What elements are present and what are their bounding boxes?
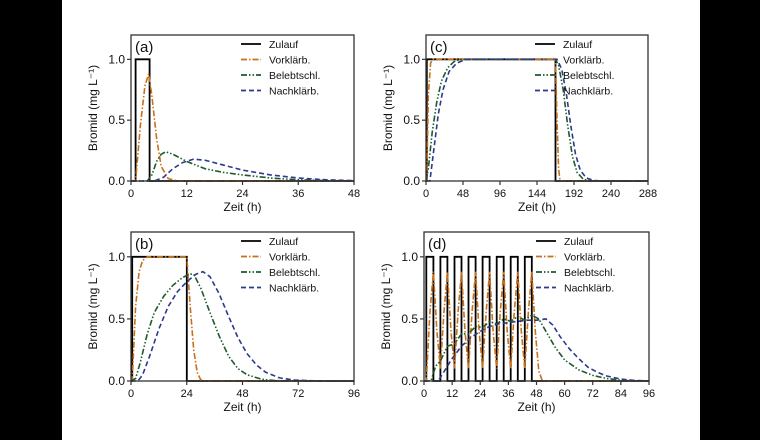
x-tick-label: 48 [236, 388, 248, 400]
series-line-nachklrb [131, 270, 355, 382]
y-tick-label: 0.5 [108, 312, 125, 326]
y-tick-label: 0.0 [108, 374, 125, 388]
series-line-belebtschl [131, 150, 355, 182]
x-tick-label: 48 [348, 188, 360, 200]
x-tick-label: 24 [181, 388, 193, 400]
x-tick-label: 96 [348, 388, 360, 400]
series-line-nachklrb [426, 58, 648, 182]
x-tick-label: 288 [639, 188, 657, 200]
legend-label: Nachklärb. [563, 86, 613, 98]
legend-label: Belebtschl. [269, 267, 320, 279]
x-tick-label: 48 [457, 188, 469, 200]
legend-label: Zulauf [269, 39, 298, 51]
x-tick-label: 0 [423, 188, 429, 200]
legend-label: Vorklärb. [269, 252, 310, 264]
x-tick-label: 144 [528, 188, 546, 200]
legend-label: Belebtschl. [564, 267, 615, 279]
series-line-zulauf [131, 58, 354, 182]
y-tick-label: 0.5 [403, 113, 420, 127]
y-tick-label: 1.0 [403, 52, 420, 66]
x-tick-label: 96 [643, 388, 655, 400]
series-line-zulauf [425, 58, 648, 182]
legend-label: Belebtschl. [269, 70, 320, 82]
x-tick-label: 192 [565, 188, 583, 200]
y-tick-label: 1.0 [108, 250, 125, 264]
panel-label: (b) [135, 236, 153, 253]
figure-background [62, 0, 700, 440]
legend-label: Vorklärb. [564, 252, 605, 264]
x-tick-label: 36 [502, 388, 514, 400]
x-tick-label: 24 [236, 188, 248, 200]
x-axis-label: Zeit (h) [517, 400, 555, 414]
legend: Zulauf Vorklärb. Belebtschl. Nachklärb. [536, 236, 615, 295]
x-tick-label: 0 [128, 388, 134, 400]
x-tick-label: 96 [494, 188, 506, 200]
legend: Zulauf Vorklärb. Belebtschl. Nachklärb. [241, 39, 320, 98]
panel-label: (c) [430, 39, 448, 56]
x-axis-label: Zeit (h) [223, 400, 261, 414]
legend-label: Zulauf [563, 39, 592, 51]
series-line-belebtschl [424, 314, 650, 382]
legend: Zulauf Vorklärb. Belebtschl. Nachklärb. [535, 39, 614, 98]
y-axis-label: Bromid (mg L⁻¹) [86, 65, 100, 151]
series-line-vorklrb [131, 256, 354, 382]
series-line-belebtschl [425, 58, 648, 182]
series-line-belebtschl [130, 273, 355, 382]
series-line-zulauf [131, 255, 354, 382]
legend: Zulauf Vorklärb. Belebtschl. Nachklärb. [241, 236, 320, 295]
series-line-vorklrb [424, 271, 649, 382]
panel-a: 0 12 24 36 48 0.0 0.5 1.0 Zeit (h) Bromid (mg L⁻¹… [86, 34, 360, 214]
series-line-nachklrb [424, 318, 650, 382]
x-tick-label: 48 [530, 388, 542, 400]
y-axis-label: Bromid (mg L⁻¹) [379, 263, 393, 349]
y-tick-label: 0.5 [108, 113, 125, 127]
panel-c: 0 48 96 144 192 240 288 0.0 0.5 1.0 Zeit (h) Bromid… [381, 34, 657, 214]
series-line-vorklrb [131, 73, 354, 182]
x-tick-label: 36 [292, 188, 304, 200]
series-line-nachklrb [131, 158, 355, 182]
panel-label: (a) [135, 39, 153, 56]
legend-label: Nachklärb. [269, 283, 319, 295]
x-tick-label: 24 [474, 388, 486, 400]
legend-label: Belebtschl. [563, 70, 614, 82]
x-tick-label: 0 [421, 388, 427, 400]
x-tick-label: 72 [587, 388, 599, 400]
legend-label: Nachklärb. [269, 86, 319, 98]
y-tick-label: 0.5 [401, 312, 418, 326]
y-tick-label: 1.0 [108, 52, 125, 66]
x-tick-label: 0 [128, 188, 134, 200]
y-tick-label: 0.0 [108, 174, 125, 188]
x-tick-label: 12 [181, 188, 193, 200]
legend-label: Zulauf [564, 236, 593, 248]
legend-label: Zulauf [269, 236, 298, 248]
y-axis-label: Bromid (mg L⁻¹) [381, 65, 395, 151]
x-tick-label: 72 [292, 388, 304, 400]
plot-frame [130, 231, 355, 382]
legend-label: Vorklärb. [269, 55, 310, 67]
series-line-vorklrb [426, 58, 648, 182]
x-axis-label: Zeit (h) [518, 200, 556, 214]
x-tick-label: 60 [559, 388, 571, 400]
panel-b: 0 24 48 72 96 0.0 0.5 1.0 Zeit (h) Bromid (mg L⁻¹… [86, 231, 360, 414]
y-tick-label: 0.0 [401, 374, 418, 388]
x-tick-label: 12 [446, 388, 458, 400]
y-tick-label: 1.0 [401, 250, 418, 264]
panel-d: 0 12 24 36 48 60 72 84 96 0.0 0.5 1.0 Zeit (h) Bromid… [379, 231, 655, 414]
legend-label: Nachklärb. [564, 283, 614, 295]
plot-frame [130, 34, 355, 182]
x-tick-label: 240 [602, 188, 620, 200]
plot-frame [425, 34, 649, 182]
legend-label: Vorklärb. [563, 55, 604, 67]
y-tick-label: 0.0 [403, 174, 420, 188]
panel-label: (d) [428, 236, 446, 253]
x-tick-label: 84 [615, 388, 627, 400]
x-axis-label: Zeit (h) [223, 200, 261, 214]
y-axis-label: Bromid (mg L⁻¹) [86, 263, 100, 349]
